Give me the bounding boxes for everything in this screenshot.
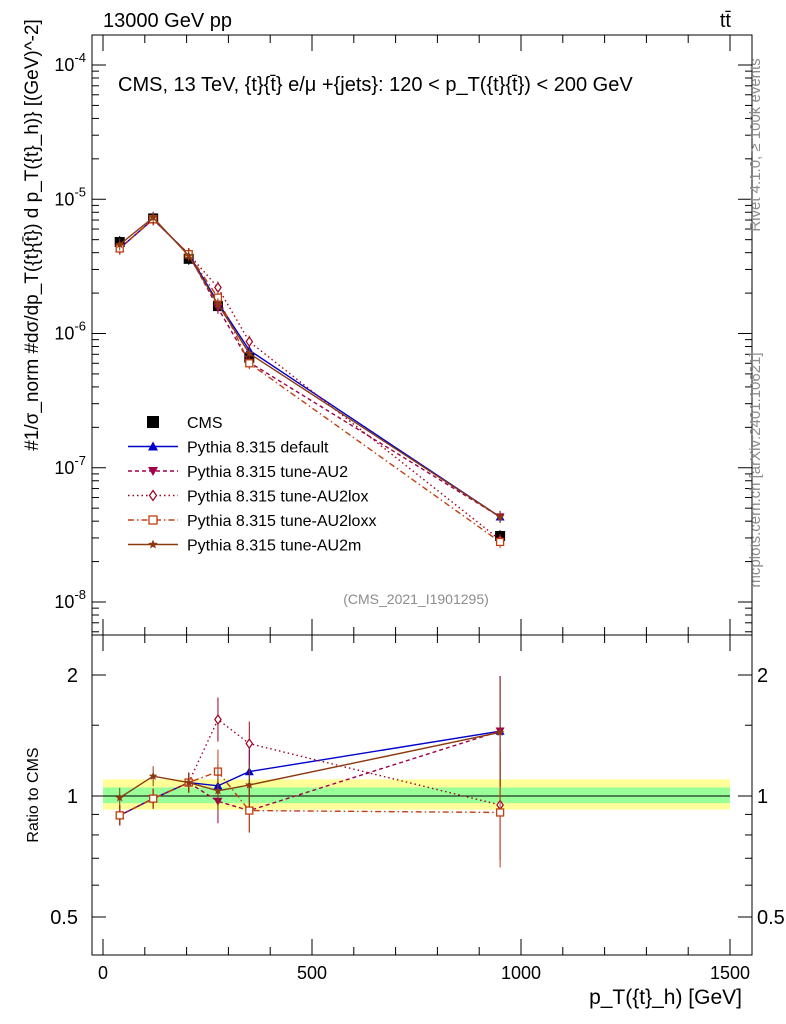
x-tick-label: 0 bbox=[98, 963, 108, 983]
ratio-point-pythia-8-315-tune-au2m bbox=[115, 793, 124, 802]
ratio-point-pythia-8-315-tune-au2loxx bbox=[115, 811, 124, 820]
main-title: CMS, 13 TeV, {t}{t̄} e/μ +{jets}: 120 < … bbox=[118, 74, 633, 96]
legend-label-pythia-8-315-tune-au2loxx: Pythia 8.315 tune-AU2loxx bbox=[187, 513, 376, 530]
ratio-point-pythia-8-315-tune-au2loxx bbox=[495, 808, 505, 817]
ratio-line-pythia-8-315-tune-au2m bbox=[119, 731, 501, 799]
y-tick-label: 10-6 bbox=[54, 319, 86, 344]
watermark: (CMS_2021_I1901295) bbox=[343, 591, 489, 607]
side-label-top: Rivet 4.1.0, ≥ 100k events bbox=[747, 58, 764, 231]
legend-marker-cms bbox=[147, 416, 159, 428]
ratio-point-pythia-8-315-tune-au2loxx bbox=[149, 794, 158, 803]
ratio-band-inner bbox=[103, 787, 730, 804]
ratio-y-tick-label: 0.5 bbox=[50, 907, 78, 929]
side-label-bottom: mcplots.cern.ch [arXiv:2401.10621] bbox=[747, 352, 764, 587]
ratio-point-pythia-8-315-tune-au2lox bbox=[214, 713, 222, 726]
series-line-pythia-8-315-tune-au2m bbox=[119, 216, 501, 518]
legend-label-pythia-8-315-default: Pythia 8.315 default bbox=[187, 440, 329, 457]
data-point-pythia-8-315-tune-au2m bbox=[148, 213, 158, 222]
y-tick-label: 10-8 bbox=[54, 587, 86, 612]
y-tick-label: 10-5 bbox=[54, 184, 86, 209]
ratio-point-pythia-8-315-tune-au2m bbox=[495, 727, 505, 736]
legend-label-pythia-8-315-tune-au2: Pythia 8.315 tune-AU2 bbox=[187, 464, 348, 481]
ratio-panel-frame bbox=[91, 634, 753, 956]
ratio-point-pythia-8-315-tune-au2m bbox=[184, 778, 193, 787]
x-tick-label: 1000 bbox=[501, 963, 541, 983]
data-point-pythia-8-315-tune-au2lox bbox=[214, 281, 222, 294]
x-tick-label: 1500 bbox=[710, 963, 750, 983]
data-point-pythia-8-315-tune-au2lox bbox=[245, 336, 254, 348]
legend-label-pythia-8-315-tune-au2m: Pythia 8.315 tune-AU2m bbox=[187, 538, 361, 555]
ratio-y-tick-label-right: 2 bbox=[757, 665, 768, 687]
x-axis-label: p_T({t}_h) [GeV] bbox=[589, 986, 742, 1009]
data-point-pythia-8-315-tune-au2loxx bbox=[495, 537, 505, 547]
data-point-pythia-8-315-tune-au2m bbox=[495, 512, 505, 521]
data-point-pythia-8-315-tune-au2m bbox=[213, 299, 223, 308]
legend-label-cms: CMS bbox=[187, 415, 223, 432]
ratio-y-tick-label-right: 1 bbox=[757, 786, 768, 808]
ratio-y-tick-label: 1 bbox=[67, 786, 78, 808]
data-point-pythia-8-315-tune-au2m bbox=[115, 240, 124, 249]
ratio-point-pythia-8-315-tune-au2m bbox=[148, 771, 158, 780]
legend-label-pythia-8-315-tune-au2lox: Pythia 8.315 tune-AU2lox bbox=[187, 489, 368, 506]
ratio-line-pythia-8-315-tune-au2loxx bbox=[119, 770, 501, 816]
ratio-point-pythia-8-315-tune-au2loxx bbox=[245, 806, 254, 815]
legend-marker-pythia-8-315-tune-au2m bbox=[148, 539, 158, 549]
legend-marker-pythia-8-315-tune-au2lox bbox=[148, 489, 158, 502]
header-left: 13000 GeV pp bbox=[103, 10, 232, 32]
legend-marker-pythia-8-315-default bbox=[148, 441, 158, 451]
ratio-point-pythia-8-315-tune-au2m bbox=[213, 786, 223, 795]
data-point-pythia-8-315-tune-au2m bbox=[184, 251, 193, 260]
y-tick-label: 10-4 bbox=[54, 50, 86, 75]
ratio-y-tick-label-right: 0.5 bbox=[757, 907, 785, 929]
data-point-pythia-8-315-tune-au2m bbox=[245, 349, 254, 358]
ratio-point-pythia-8-315-tune-au2lox bbox=[245, 738, 254, 750]
legend-marker-pythia-8-315-tune-au2loxx bbox=[148, 515, 158, 525]
y-axis-label: #1/σ_norm #dσ/dp_T({t}{t̄}) d p_T({t}_h)… bbox=[22, 19, 43, 451]
data-point-pythia-8-315-tune-au2loxx bbox=[245, 359, 254, 368]
legend-marker-pythia-8-315-tune-au2 bbox=[148, 467, 158, 476]
header-right: tt̄ bbox=[720, 10, 732, 32]
ratio-point-pythia-8-315-tune-au2m bbox=[245, 780, 254, 789]
ratio-y-axis-label: Ratio to CMS bbox=[25, 747, 42, 842]
y-tick-label: 10-7 bbox=[54, 453, 86, 478]
x-tick-label: 500 bbox=[297, 963, 327, 983]
series-line-pythia-8-315-tune-au2loxx bbox=[119, 218, 501, 543]
ratio-y-tick-label: 2 bbox=[67, 665, 78, 687]
